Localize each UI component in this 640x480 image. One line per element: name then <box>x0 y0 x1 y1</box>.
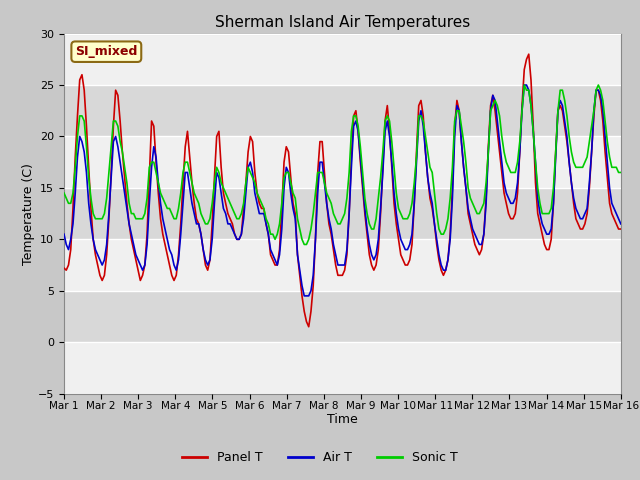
Bar <box>64 240 621 291</box>
Bar <box>64 342 621 394</box>
Bar <box>64 85 621 136</box>
Bar <box>64 136 621 188</box>
Bar <box>64 291 621 342</box>
Text: SI_mixed: SI_mixed <box>75 45 138 58</box>
X-axis label: Time: Time <box>327 413 358 426</box>
Bar <box>64 188 621 240</box>
Bar <box>64 34 621 85</box>
Legend: Panel T, Air T, Sonic T: Panel T, Air T, Sonic T <box>177 446 463 469</box>
Title: Sherman Island Air Temperatures: Sherman Island Air Temperatures <box>215 15 470 30</box>
Y-axis label: Temperature (C): Temperature (C) <box>22 163 35 264</box>
